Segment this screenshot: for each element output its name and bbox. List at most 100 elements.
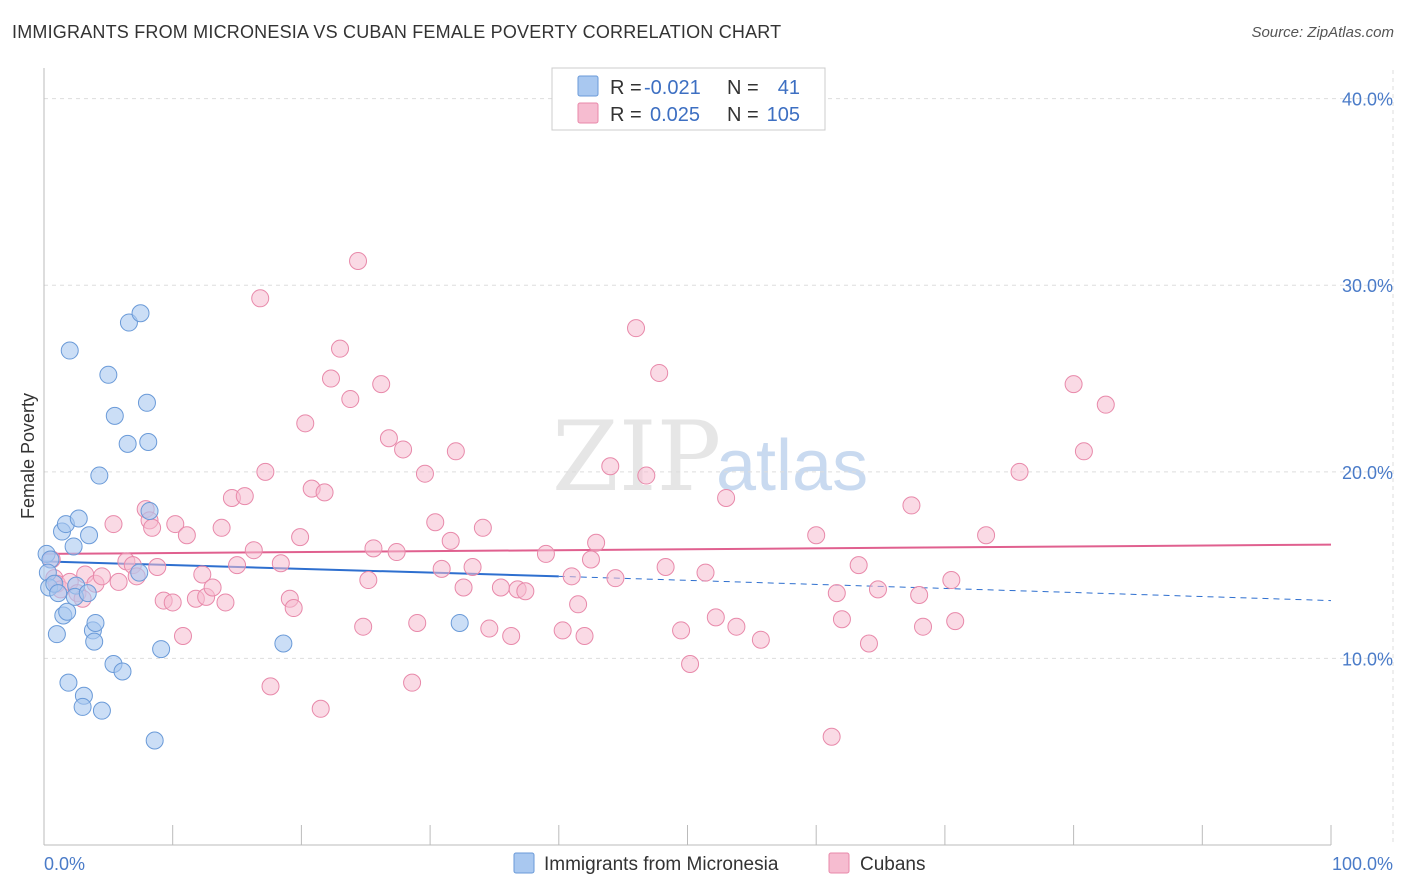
point-cubans-80 [627,319,646,338]
point-cubans-66 [480,619,499,638]
point-cubans-83 [656,557,675,576]
point-cubans-45 [322,369,341,388]
point-cubans-104 [1010,462,1029,481]
point-cubans-102 [946,612,965,631]
legend-n-label-1: N = [727,77,759,99]
point-cubans-53 [379,429,398,448]
point-cubans-95 [849,556,868,575]
point-micronesia-27 [99,365,118,384]
point-micronesia-36 [130,563,149,582]
point-cubans-48 [349,251,368,270]
point-cubans-47 [341,390,360,409]
point-micronesia-12 [58,602,77,621]
point-micronesia-5 [49,584,68,603]
point-cubans-91 [807,526,826,545]
series-swatch-pink [828,852,850,874]
point-cubans-75 [575,627,594,646]
point-micronesia-15 [78,584,97,603]
point-cubans-10 [104,515,123,534]
point-cubans-20 [163,593,182,612]
point-cubans-68 [502,627,521,646]
point-cubans-105 [1064,375,1083,394]
trend-line-cubans [43,543,1332,555]
point-cubans-22 [173,627,192,646]
point-cubans-79 [606,569,625,588]
legend-n-label-2: N = [727,104,759,126]
legend-swatch-pink [577,102,599,124]
point-cubans-107 [1096,395,1115,414]
point-micronesia-25 [92,701,111,720]
legend-n-value-2: 105 [767,104,800,126]
point-cubans-31 [228,556,247,575]
point-cubans-57 [408,613,427,632]
point-cubans-18 [148,557,167,576]
point-cubans-60 [432,559,451,578]
series-label-cubans: Cubans [860,854,926,875]
point-cubans-98 [902,496,921,515]
point-micronesia-29 [118,434,137,453]
point-micronesia-24 [73,697,92,716]
point-cubans-74 [569,595,588,614]
y-tick-labels: 10.0% 20.0% 30.0% 40.0% [1342,90,1393,670]
point-micronesia-38 [274,634,293,653]
y-tick-label-10: 10.0% [1342,649,1393,669]
point-micronesia-22 [59,673,78,692]
series-swatch-blue [513,852,535,874]
point-cubans-61 [441,531,460,550]
point-micronesia-34 [139,432,158,451]
point-cubans-39 [284,599,303,618]
point-cubans-87 [706,608,725,627]
point-micronesia-9 [69,509,88,528]
point-cubans-40 [291,528,310,547]
point-cubans-103 [977,526,996,545]
series-label-micronesia: Immigrants from Micronesia [544,854,779,875]
point-cubans-28 [212,518,231,537]
point-cubans-56 [403,673,422,692]
point-cubans-63 [454,578,473,597]
point-cubans-106 [1074,442,1093,461]
point-cubans-58 [415,464,434,483]
point-micronesia-16 [47,625,66,644]
point-cubans-93 [827,584,846,603]
legend-r-value-2: 0.025 [650,104,700,126]
point-cubans-92 [822,727,841,746]
point-micronesia-37 [152,640,171,659]
point-cubans-51 [364,539,383,558]
legend-r-value-1: -0.021 [644,77,701,99]
y-tick-label-40: 40.0% [1342,90,1393,110]
point-cubans-32 [235,487,254,506]
point-cubans-77 [587,533,606,552]
point-cubans-34 [251,289,270,308]
data-points [37,251,1115,750]
point-micronesia-26 [60,341,79,360]
point-cubans-72 [553,621,572,640]
point-cubans-25 [193,565,212,584]
point-cubans-37 [271,554,290,573]
point-cubans-97 [868,580,887,599]
point-cubans-11 [109,572,128,591]
point-micronesia-8 [64,537,83,556]
point-cubans-44 [315,483,334,502]
point-cubans-62 [446,442,465,461]
y-axis-title: Female Poverty [18,393,38,519]
point-cubans-55 [394,440,413,459]
point-cubans-36 [261,677,280,696]
point-cubans-59 [426,513,445,532]
point-cubans-35 [256,462,275,481]
point-cubans-46 [331,339,350,358]
point-cubans-73 [562,567,581,586]
point-cubans-67 [491,578,510,597]
legend-n-value-1: 41 [778,77,800,99]
point-cubans-64 [463,557,482,576]
point-cubans-71 [536,544,555,563]
point-micronesia-35 [140,502,159,521]
point-cubans-43 [311,699,330,718]
point-cubans-70 [516,582,535,601]
point-cubans-33 [244,541,263,560]
point-cubans-41 [296,414,315,433]
point-cubans-86 [696,563,715,582]
point-micronesia-10 [80,526,99,545]
y-tick-label-30: 30.0% [1342,276,1393,296]
y-tick-label-20: 20.0% [1342,463,1393,483]
